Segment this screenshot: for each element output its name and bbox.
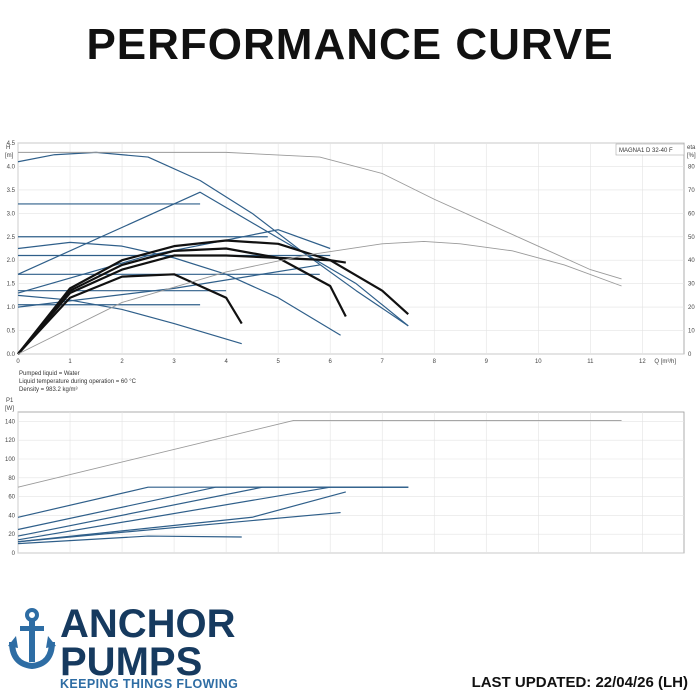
x-tick-label: 9 bbox=[485, 359, 489, 365]
lower-y-tick-label: 40 bbox=[8, 513, 15, 519]
lower-y-tick-label: 140 bbox=[5, 419, 16, 425]
head-curve-13 bbox=[17, 247, 347, 355]
power-curve-6 bbox=[17, 511, 341, 543]
x-tick-label: 0 bbox=[16, 359, 20, 365]
power-curve-2 bbox=[17, 486, 409, 531]
y-tick-label: 4.5 bbox=[7, 141, 16, 147]
y2-axis-unit: [%] bbox=[687, 153, 696, 159]
brand-name-line2: PUMPS bbox=[60, 640, 203, 684]
power-curve-7 bbox=[17, 535, 242, 545]
page-title: PERFORMANCE CURVE bbox=[86, 20, 614, 69]
head-curve-12 bbox=[17, 239, 409, 355]
head-curve-11 bbox=[17, 264, 320, 308]
head-curve-0 bbox=[17, 151, 409, 327]
x-tick-label: 10 bbox=[535, 359, 542, 365]
lower-y-tick-label: 0 bbox=[12, 551, 16, 557]
x-tick-label: 1 bbox=[68, 359, 72, 365]
y-tick-label: 0.0 bbox=[7, 352, 16, 358]
power-curve-0 bbox=[17, 420, 622, 488]
y2-axis-label: eta bbox=[687, 145, 696, 151]
y2-tick-label: 10 bbox=[688, 329, 695, 335]
y-axis-label: H bbox=[6, 145, 10, 151]
y-tick-label: 1.5 bbox=[7, 282, 16, 288]
chart-note: Density = 983.2 kg/m³ bbox=[19, 387, 78, 393]
head-curve-8 bbox=[17, 241, 341, 336]
brand-name-line1: ANCHOR bbox=[60, 602, 236, 646]
head-curve-14 bbox=[17, 273, 243, 355]
x-tick-label: 6 bbox=[329, 359, 333, 365]
x-tick-label: 5 bbox=[276, 359, 280, 365]
y-tick-label: 2.5 bbox=[7, 235, 16, 241]
x-tick-label: 7 bbox=[381, 359, 385, 365]
y-axis-unit: [m] bbox=[5, 153, 14, 159]
head-curve-7 bbox=[17, 294, 242, 345]
y2-tick-label: 80 bbox=[688, 164, 695, 170]
head-curve-15 bbox=[17, 254, 346, 355]
model-label-box bbox=[615, 143, 685, 156]
chart-note: Pumped liquid = Water bbox=[19, 371, 80, 377]
power-curve-5 bbox=[17, 491, 346, 543]
anchor-icon bbox=[8, 608, 56, 670]
brand-tagline: KEEPING THINGS FLOWING bbox=[60, 677, 239, 691]
lower-y-tick-label: 60 bbox=[8, 495, 15, 501]
y-tick-label: 2.0 bbox=[7, 258, 16, 264]
head-curve-16 bbox=[18, 151, 622, 280]
lower-y-axis-label: P1 bbox=[6, 398, 14, 404]
y-tick-label: 4.0 bbox=[7, 164, 16, 170]
y2-tick-label: 20 bbox=[688, 305, 695, 311]
lower-y-tick-label: 120 bbox=[5, 438, 16, 444]
head-curve-17 bbox=[17, 241, 622, 355]
y2-tick-label: 50 bbox=[688, 235, 695, 241]
last-updated: LAST UPDATED: 22/04/26 (LH) bbox=[471, 674, 688, 691]
x-tick-label: 2 bbox=[120, 359, 124, 365]
power-curve-3 bbox=[17, 486, 409, 537]
y2-tick-label: 70 bbox=[688, 188, 695, 194]
power-curve-4 bbox=[17, 486, 409, 541]
x-tick-label: 8 bbox=[433, 359, 437, 365]
power-curve-1 bbox=[17, 486, 409, 518]
lower-y-tick-label: 100 bbox=[5, 457, 16, 463]
y2-tick-label: 40 bbox=[688, 258, 695, 264]
y2-tick-label: 60 bbox=[688, 211, 695, 217]
lower-y-tick-label: 20 bbox=[8, 532, 15, 538]
y2-tick-label: 0 bbox=[688, 352, 692, 358]
y-tick-label: 0.5 bbox=[7, 329, 16, 335]
model-label: MAGNA1 D 32-40 F bbox=[619, 148, 673, 154]
x-tick-label: 4 bbox=[224, 359, 228, 365]
y2-tick-label: 30 bbox=[688, 282, 695, 288]
lower-y-tick-label: 80 bbox=[8, 476, 15, 482]
y-tick-label: 1.0 bbox=[7, 305, 16, 311]
y-tick-label: 3.0 bbox=[7, 211, 16, 217]
x-tick-label: 11 bbox=[587, 359, 594, 365]
x-axis-label: Q [m³/h] bbox=[654, 359, 676, 365]
lower-y-axis-unit: [W] bbox=[5, 406, 14, 412]
head-curve-9 bbox=[17, 191, 409, 327]
x-tick-label: 3 bbox=[172, 359, 176, 365]
y-tick-label: 3.5 bbox=[7, 188, 16, 194]
chart-note: Liquid temperature during operation = 60… bbox=[19, 379, 137, 385]
x-tick-label: 12 bbox=[639, 359, 646, 365]
